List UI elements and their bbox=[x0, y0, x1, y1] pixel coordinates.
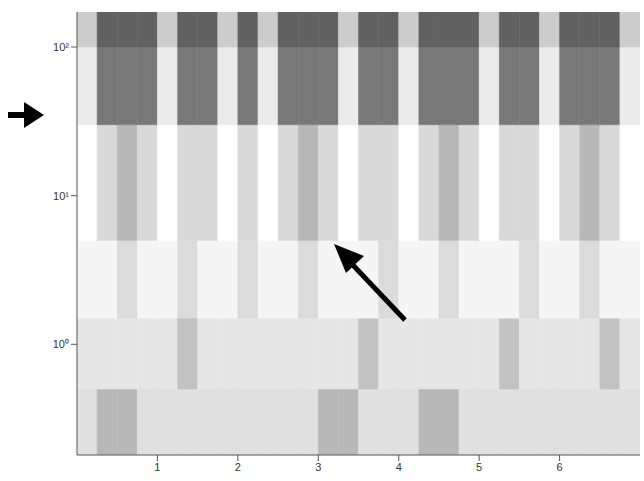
svg-text:10¹: 10¹ bbox=[53, 190, 69, 202]
svg-text:3: 3 bbox=[315, 461, 321, 473]
svg-text:2: 2 bbox=[235, 461, 241, 473]
svg-text:10²: 10² bbox=[53, 41, 69, 53]
svg-text:6: 6 bbox=[557, 461, 563, 473]
svg-text:4: 4 bbox=[396, 461, 402, 473]
svg-text:5: 5 bbox=[476, 461, 482, 473]
svg-text:10⁰: 10⁰ bbox=[53, 338, 69, 350]
svg-text:1: 1 bbox=[154, 461, 160, 473]
